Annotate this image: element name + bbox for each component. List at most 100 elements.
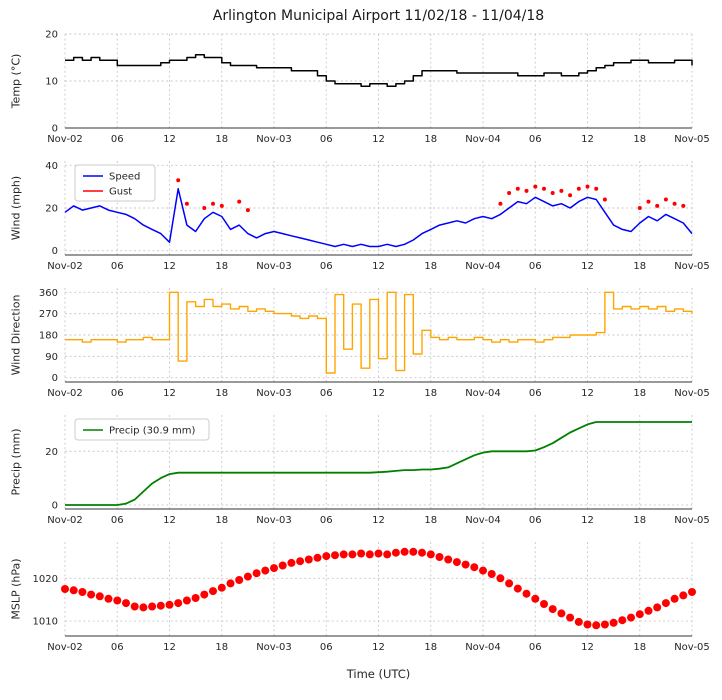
mslp-point (627, 613, 635, 622)
mslp-point (583, 620, 592, 629)
mslp-point (566, 613, 575, 622)
y-tick-label: 1010 (33, 617, 58, 628)
y-tick-label: 40 (45, 161, 58, 172)
x-tick-label: 12 (163, 642, 176, 653)
mslp-plot: Nov-02 06 12 18 Nov-03 06 12 18 Nov-04 06 12 18 Nov-… (33, 542, 710, 653)
y-tick-label: 270 (39, 309, 58, 320)
figure-title: Arlington Municipal Airport 11/02/18 - 1… (212, 8, 545, 24)
mslp-point (670, 594, 679, 603)
mslp-point (540, 600, 548, 608)
x-tick-label: Nov-05 (674, 642, 710, 653)
mslp-point (322, 552, 331, 561)
mslp-point (661, 599, 670, 608)
gust-point (515, 186, 520, 191)
precip-y-axis-label: Precip (mm) (9, 428, 23, 496)
mslp-point (418, 548, 426, 557)
mslp-point (139, 603, 148, 612)
x-tick-label: Nov-02 (47, 642, 83, 653)
y-tick-label: 0 (52, 124, 58, 135)
gust-point (672, 201, 677, 206)
mslp-point (653, 603, 662, 612)
mslp-point (209, 587, 217, 596)
legend-box (74, 164, 156, 202)
mslp-point (339, 550, 348, 559)
x-tick-label: 12 (581, 642, 594, 653)
mslp-point (487, 570, 496, 578)
x-tick-label: Nov-04 (465, 642, 501, 653)
mslp-point (513, 584, 522, 593)
x-tick-label: 18 (424, 388, 437, 399)
precip-plot: Nov-02 06 12 18 Nov-03 06 12 18 Nov-04 06 12 18 Nov-… (45, 415, 710, 526)
gust-point (646, 199, 651, 204)
mslp-point (374, 549, 383, 558)
mslp-point (148, 602, 157, 611)
temp-y-axis-label: Temp (°C) (9, 53, 23, 109)
x-tick-label: 12 (581, 515, 594, 526)
mslp-point (435, 553, 444, 561)
gust-point (498, 201, 503, 206)
gust-point (559, 188, 564, 193)
mslp-point (470, 563, 479, 572)
y-tick-label: 20 (45, 447, 58, 458)
mslp-point (95, 592, 104, 601)
x-tick-label: Nov-04 (465, 515, 501, 526)
mslp-point (270, 564, 278, 573)
x-tick-label: 12 (372, 261, 385, 272)
mslp-point (348, 550, 357, 559)
mslp-point (174, 599, 183, 608)
gust-point (542, 186, 546, 191)
mslp-point (226, 579, 235, 588)
y-tick-label: 0 (52, 373, 58, 384)
mslp-point (592, 621, 601, 630)
wind-y-axis-label: Wind (mph) (9, 175, 23, 241)
gust-point (219, 203, 224, 208)
mslp-point (87, 590, 96, 599)
mslp-point (522, 589, 531, 598)
mslp-point (357, 549, 366, 558)
x-tick-label: 12 (581, 261, 594, 272)
x-tick-label: Nov-05 (674, 261, 710, 272)
x-tick-label: Nov-05 (674, 388, 710, 399)
x-tick-label: Nov-03 (256, 134, 292, 145)
x-tick-label: 06 (320, 642, 333, 653)
x-tick-label: Nov-05 (674, 134, 710, 145)
mslp-point (383, 550, 392, 559)
x-tick-label: 12 (163, 388, 176, 399)
direction-line (65, 291, 693, 374)
x-tick-label: 12 (372, 388, 385, 399)
x-tick-label: 18 (215, 642, 228, 653)
x-tick-label: 18 (633, 642, 646, 653)
y-tick-label: 1020 (33, 574, 58, 585)
x-tick-label: Nov-05 (674, 515, 710, 526)
y-tick-label: 180 (39, 331, 58, 342)
mslp-point (391, 548, 400, 557)
x-tick-label: 06 (111, 134, 124, 145)
gust-point (202, 206, 207, 210)
x-tick-label: 18 (215, 261, 228, 272)
gust-point (568, 193, 573, 198)
x-tick-label: 06 (529, 261, 542, 272)
x-tick-label: Nov-03 (256, 515, 292, 526)
mslp-point (122, 599, 130, 608)
y-tick-label: 10 (45, 77, 58, 88)
x-tick-label: 12 (581, 134, 594, 145)
gust-point (681, 203, 686, 208)
legend-label: Precip (30.9 mm) (109, 426, 196, 437)
x-tick-label: 18 (633, 388, 646, 399)
x-tick-label: 06 (320, 261, 333, 272)
y-tick-label: 0 (52, 500, 58, 511)
mslp-point (235, 576, 244, 584)
gust-point (524, 188, 529, 193)
gust-point (550, 191, 555, 195)
x-tick-label: 12 (581, 388, 594, 399)
gust-point (211, 201, 215, 206)
gust-point (655, 203, 660, 208)
mslp-point (679, 591, 688, 600)
x-tick-label: 18 (633, 134, 646, 145)
x-tick-label: Nov-02 (47, 515, 83, 526)
gust-point (576, 186, 581, 191)
x-tick-label: 18 (424, 642, 437, 653)
mslp-point (505, 579, 514, 588)
x-tick-label: 06 (529, 642, 542, 653)
